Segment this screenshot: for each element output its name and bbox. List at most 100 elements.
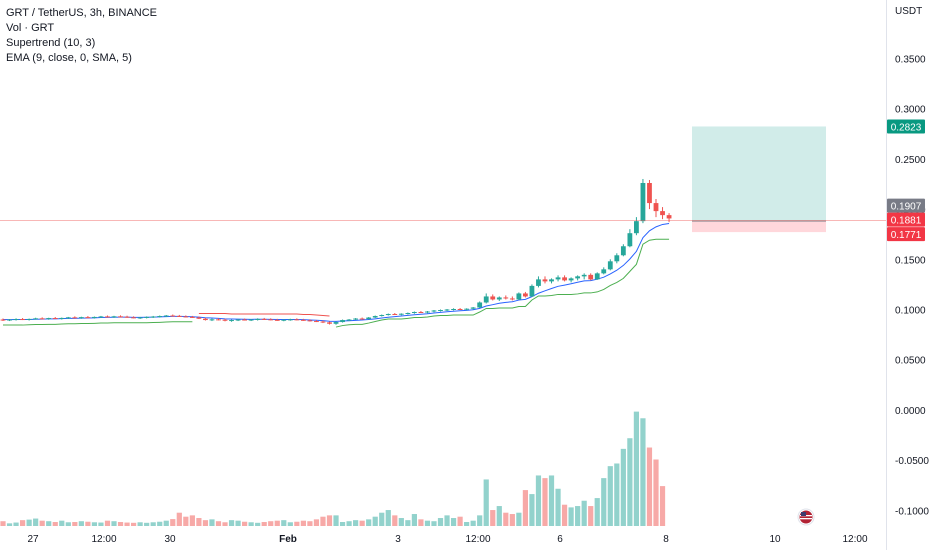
candle-body [562, 277, 567, 281]
candle-body [405, 313, 411, 315]
volume-bar [535, 475, 542, 526]
candle-body [457, 308, 463, 310]
candle-body [327, 322, 332, 324]
volume-bar [78, 521, 84, 526]
volume-bar [646, 447, 653, 526]
flag-icon[interactable] [797, 508, 815, 526]
volume-bar [111, 521, 117, 526]
candle [594, 272, 600, 280]
stop-zone [692, 221, 826, 233]
candle [203, 317, 208, 321]
legend-volume[interactable]: Vol · GRT [6, 22, 55, 34]
candle [33, 317, 39, 320]
candle [647, 179, 652, 210]
candle-body [124, 316, 130, 318]
candle-body [509, 298, 515, 300]
candle [353, 318, 359, 321]
candle-body [575, 276, 581, 279]
volume-bar [470, 520, 476, 526]
volume-bar [555, 488, 561, 526]
volume-bar [627, 438, 633, 526]
candle [189, 315, 195, 318]
candle-body [7, 319, 12, 321]
volume-bar [248, 522, 254, 526]
legend-ema[interactable]: EMA (9, close, 0, SMA, 5) [6, 52, 132, 64]
target-price-label-bg [887, 119, 925, 134]
volume-bar [150, 522, 156, 526]
candle-body [634, 221, 639, 234]
long-position-tool[interactable] [692, 126, 826, 233]
volume-bar [170, 519, 176, 526]
candle-body [425, 311, 430, 313]
candle [111, 315, 117, 318]
candle [268, 318, 274, 321]
volume-bar [548, 475, 555, 526]
y-tick-label: -0.0500 [895, 456, 929, 467]
candle [235, 319, 241, 322]
volume-bar [588, 506, 594, 526]
candle [634, 217, 639, 236]
time-axis[interactable]: 27 12:00 30 Feb 3 12:00 6 8 10 12:00 [27, 534, 868, 545]
candle [307, 319, 313, 322]
candle [529, 284, 535, 297]
candle-body [614, 255, 620, 262]
y-tick-label: 0.0000 [895, 406, 926, 417]
volume-bar [46, 521, 52, 526]
candle [660, 207, 665, 220]
candle [627, 229, 633, 248]
entry-price-label-bg [887, 212, 925, 227]
volume-bar [653, 459, 659, 526]
plot-background [0, 0, 886, 550]
legend-supertrend[interactable]: Supertrend (10, 3) [6, 37, 96, 49]
volume-bar [157, 521, 163, 526]
currency-label: USDT [895, 6, 922, 17]
candle-body [477, 302, 483, 308]
candle-body [281, 319, 287, 321]
volume-bar [59, 520, 65, 526]
candle-body [516, 293, 522, 300]
candle [503, 295, 509, 300]
volume-bar [281, 520, 287, 526]
candle-body [359, 318, 365, 320]
volume-bar [333, 515, 339, 526]
volume-bar [353, 520, 359, 526]
candle-body [59, 317, 65, 319]
candle-body [529, 285, 535, 297]
candle-body [78, 317, 84, 319]
candle-body [137, 317, 143, 319]
volume-bar [516, 512, 522, 526]
volume-bar [163, 520, 169, 526]
volume-bar [242, 521, 248, 526]
candle [542, 276, 548, 284]
candle [549, 278, 554, 284]
candle-body [20, 319, 25, 321]
price-labels: 0.2823 0.1907 0.1881 0.1771 [887, 119, 925, 242]
volume-bar [307, 521, 313, 526]
candle-body [353, 318, 359, 320]
symbol-title[interactable]: GRT / TetherUS, 3h, BINANCE [6, 7, 158, 19]
candle-body [490, 296, 496, 300]
candle-body [451, 308, 456, 310]
candle [327, 321, 332, 325]
supertrend-line [3, 238, 670, 328]
x-tick-label: 3 [395, 534, 401, 545]
candle [281, 319, 287, 322]
candle [20, 318, 25, 321]
candle-body [536, 279, 541, 286]
candle-body [523, 293, 528, 297]
x-tick-label: 12:00 [465, 534, 490, 545]
candle-body [72, 317, 78, 319]
candle-body [496, 297, 502, 300]
candle [105, 315, 110, 318]
candle [131, 316, 136, 319]
volume-bar [464, 522, 470, 526]
volume-bar [339, 522, 346, 526]
candle-body [189, 316, 195, 318]
candle-body [222, 319, 228, 321]
candle-body [170, 315, 176, 317]
target-zone [692, 126, 826, 222]
candle [222, 318, 228, 322]
candle [287, 318, 293, 321]
candle-body [105, 316, 110, 318]
